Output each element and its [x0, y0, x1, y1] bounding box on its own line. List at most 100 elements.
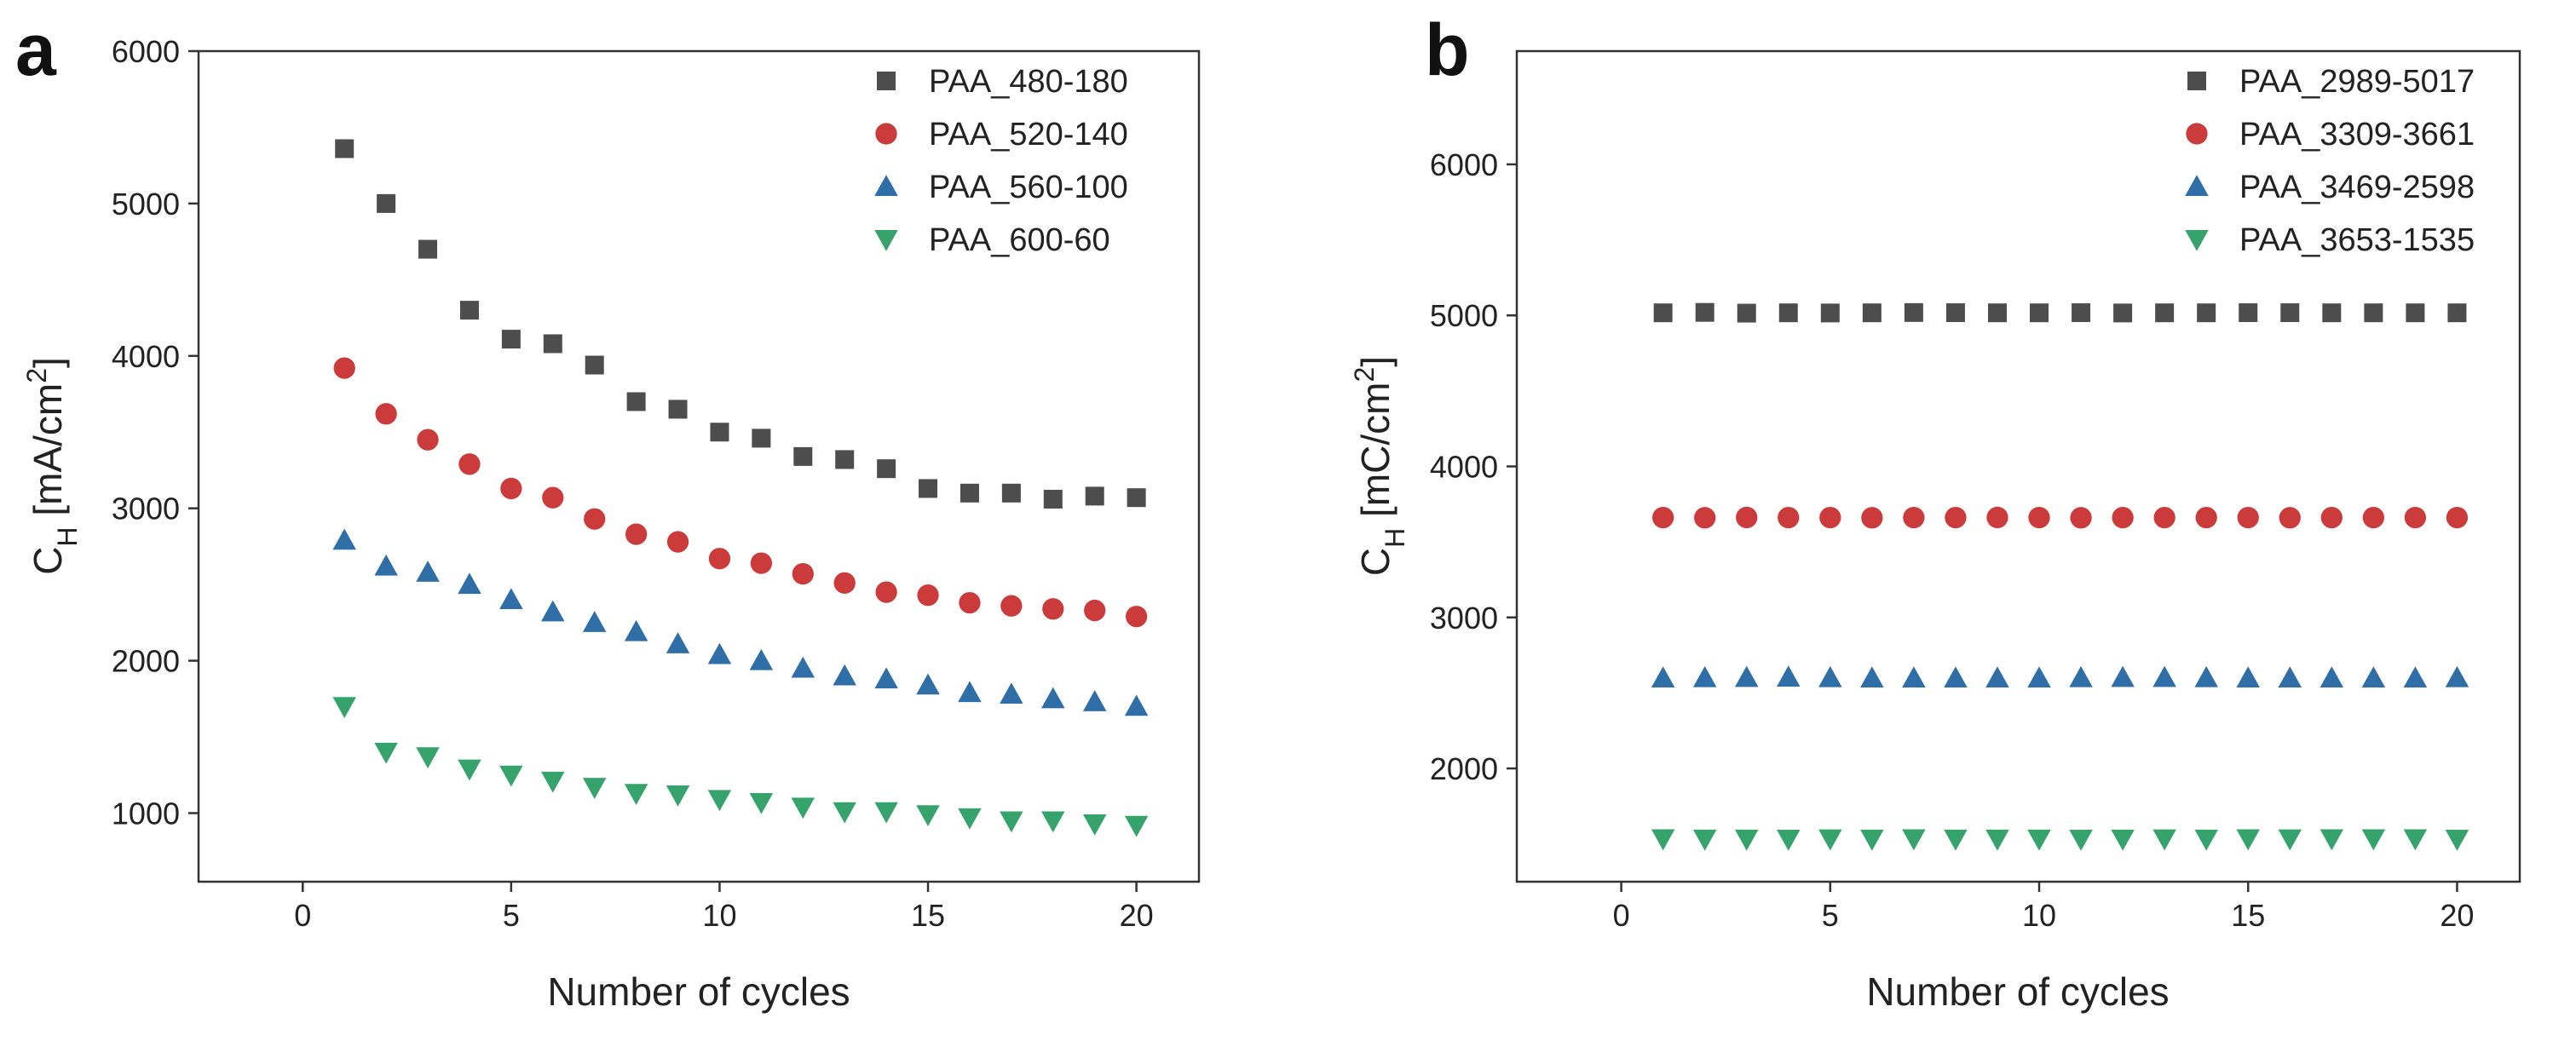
point-b-1-8 [1945, 303, 1965, 323]
point-a-4-5 [499, 765, 523, 787]
point-a-4-11 [749, 792, 774, 814]
series-a-1 [335, 139, 1146, 509]
panel-label-b: b [1425, 9, 1470, 91]
y-tick-label-a-4000: 4000 [112, 339, 180, 374]
point-b-2-6 [1861, 507, 1883, 529]
x-tick-label-a-0: 0 [294, 898, 311, 933]
point-a-2-6 [542, 486, 564, 509]
point-b-2-19 [2404, 506, 2427, 529]
chart-panel-a: a PAA_480-180 PAA_520-140 PAA_560-100 PAA_6… [15, 9, 1201, 1014]
point-a-4-9 [666, 785, 690, 807]
point-b-4-13 [2152, 829, 2176, 851]
panel-label-a: a [15, 9, 57, 91]
point-a-3-20 [1124, 694, 1149, 716]
legend-marker-a-1 [877, 72, 896, 90]
point-a-1-13 [835, 450, 855, 469]
point-b-4-6 [1860, 829, 1884, 851]
x-tick-label-b-0: 0 [1613, 898, 1630, 933]
legend-label-a-3: PAA_560-100 [929, 170, 1128, 205]
point-b-2-13 [2153, 506, 2175, 529]
point-a-3-11 [749, 648, 774, 670]
point-a-2-2 [375, 403, 397, 425]
point-b-4-16 [2278, 829, 2302, 851]
legend-marker-a-3 [874, 175, 898, 196]
point-b-3-16 [2278, 666, 2302, 688]
axis-ticks-b: 0 5 10 15 20 2000 3000 4000 5000 6000 [1430, 147, 2475, 933]
point-a-1-17 [1001, 483, 1021, 503]
point-a-2-13 [833, 572, 856, 595]
point-a-1-14 [877, 459, 896, 479]
point-b-4-4 [1777, 830, 1801, 851]
point-a-2-12 [792, 562, 814, 585]
y-axis-title-b: CH [mC/cm2] [1349, 356, 1410, 576]
point-b-1-16 [2280, 303, 2300, 323]
legend-b: PAA_2989-5017 PAA_3309-3661 PAA_3469-2598 P… [2185, 64, 2475, 258]
data-points-a [332, 139, 1149, 837]
point-a-1-5 [501, 330, 521, 349]
point-b-3-1 [1651, 666, 1675, 688]
point-b-2-7 [1903, 506, 1925, 529]
point-a-2-15 [917, 584, 939, 607]
point-a-4-14 [874, 802, 898, 824]
point-a-3-17 [1000, 682, 1023, 704]
point-a-1-18 [1043, 489, 1063, 509]
point-a-1-19 [1085, 486, 1104, 506]
point-b-1-9 [1987, 303, 2007, 323]
series-b-2 [1651, 506, 2469, 529]
point-a-4-17 [1000, 811, 1023, 833]
point-a-1-2 [377, 193, 396, 213]
legend-label-a-2: PAA_520-140 [929, 117, 1128, 152]
point-b-2-8 [1945, 506, 1967, 529]
point-a-4-13 [833, 802, 856, 824]
point-a-3-2 [374, 554, 398, 576]
point-a-4-4 [458, 759, 481, 781]
point-a-3-6 [541, 600, 565, 622]
point-b-3-19 [2403, 666, 2428, 688]
series-a-2 [333, 357, 1148, 628]
legend-label-b-2: PAA_3309-3661 [2239, 117, 2475, 152]
point-a-4-15 [916, 805, 940, 827]
point-a-4-20 [1124, 815, 1149, 837]
point-a-3-14 [874, 667, 898, 689]
point-b-4-14 [2194, 829, 2218, 851]
x-tick-label-a-15: 15 [911, 898, 945, 933]
point-b-3-17 [2320, 666, 2344, 688]
point-a-1-15 [919, 479, 938, 498]
y-axis-title-a: CH [mA/cm2] [21, 357, 83, 575]
point-b-1-10 [2030, 303, 2049, 323]
point-a-1-20 [1127, 488, 1146, 508]
point-b-4-10 [2027, 829, 2051, 851]
point-a-2-18 [1042, 598, 1064, 620]
point-a-1-10 [710, 423, 729, 442]
x-axis-title-b: Number of cycles [1866, 969, 2169, 1014]
legend-marker-a-2 [875, 123, 897, 145]
point-a-2-11 [750, 552, 773, 574]
point-a-2-10 [708, 548, 731, 570]
point-a-3-18 [1041, 687, 1065, 709]
point-a-2-7 [584, 508, 606, 530]
point-b-4-7 [1902, 829, 1926, 851]
y-tick-label-a-5000: 5000 [112, 187, 180, 221]
point-b-2-1 [1651, 506, 1674, 529]
y-tick-label-b-4000: 4000 [1430, 450, 1498, 485]
point-b-1-19 [2406, 303, 2425, 323]
point-b-1-6 [1862, 303, 1882, 323]
point-a-3-12 [791, 656, 815, 678]
point-b-2-3 [1736, 506, 1758, 529]
point-a-3-4 [458, 572, 481, 595]
point-b-1-1 [1653, 303, 1673, 323]
point-a-2-8 [625, 523, 648, 545]
legend-marker-b-4 [2185, 230, 2209, 251]
legend-label-b-4: PAA_3653-1535 [2239, 222, 2475, 258]
legend-marker-a-4 [874, 230, 898, 251]
point-b-4-2 [1692, 829, 1717, 851]
point-a-1-3 [418, 239, 438, 259]
y-tick-label-b-5000: 5000 [1430, 298, 1498, 333]
point-a-1-11 [752, 428, 771, 448]
point-b-3-5 [1818, 665, 1842, 687]
point-a-3-3 [416, 561, 440, 582]
point-b-4-20 [2445, 830, 2469, 851]
x-tick-label-b-10: 10 [2022, 898, 2056, 933]
point-b-3-2 [1692, 665, 1717, 687]
